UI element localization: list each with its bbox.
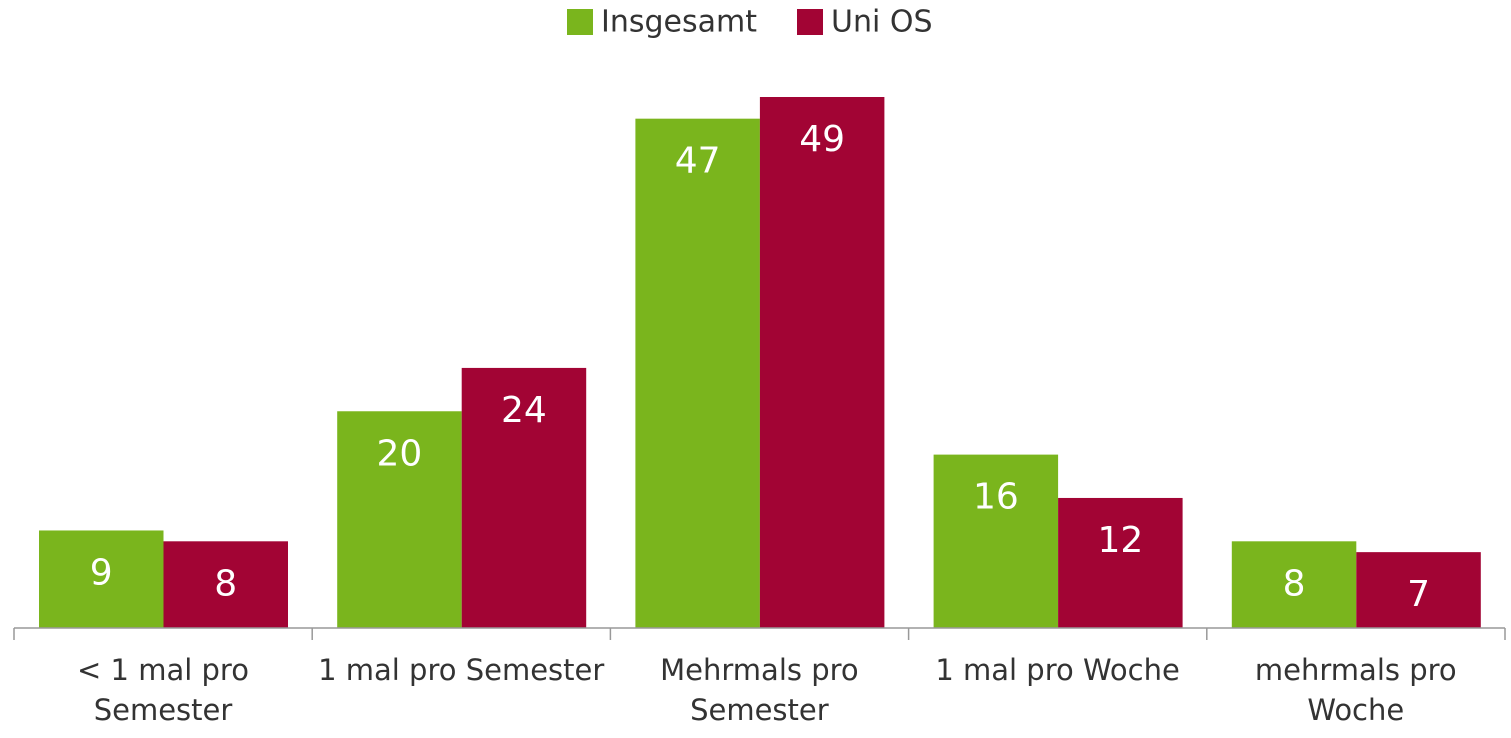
x-tick-label: mehrmals pro Woche (1254, 653, 1457, 727)
bar (759, 97, 885, 628)
bar (461, 367, 587, 628)
bar (1231, 541, 1357, 628)
bar (1356, 552, 1481, 628)
data-label: 8 (214, 563, 237, 604)
bar (163, 541, 288, 628)
legend-label: Uni OS (831, 5, 933, 40)
bar (337, 411, 462, 628)
x-tick-label: Mehrmals pro Semester (660, 653, 859, 727)
data-label: 47 (675, 141, 721, 182)
x-tick-label: 1 mal pro Semester (318, 653, 605, 687)
bar (635, 118, 760, 629)
data-label: 20 (377, 433, 423, 474)
bar (39, 530, 164, 628)
legend-swatch (567, 9, 593, 35)
x-tick-label: 1 mal pro Woche (935, 653, 1180, 687)
data-label: 49 (799, 119, 845, 160)
legend-swatch (797, 9, 823, 35)
data-label: 24 (501, 390, 547, 431)
bar (1058, 497, 1183, 628)
data-label: 9 (90, 552, 113, 593)
data-label: 8 (1283, 563, 1306, 604)
x-tick-label: < 1 mal pro Semester (77, 653, 249, 727)
legend-label: Insgesamt (601, 5, 757, 40)
bar (933, 454, 1059, 628)
data-label: 7 (1407, 574, 1430, 615)
data-label: 12 (1097, 520, 1143, 561)
data-label: 16 (973, 477, 1019, 518)
